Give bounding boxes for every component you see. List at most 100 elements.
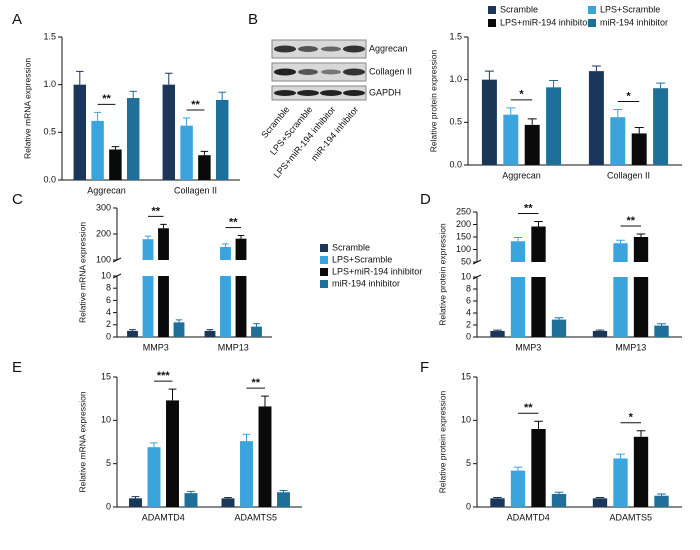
bar — [588, 71, 604, 165]
blot-band — [298, 69, 318, 75]
y-tick-label: 10 — [101, 270, 111, 280]
bar — [503, 114, 519, 165]
y-tick-label: 0 — [106, 331, 111, 341]
blot-band — [298, 46, 318, 52]
y-tick-label: 10 — [101, 415, 111, 425]
significance-label: ** — [191, 99, 200, 111]
legend-label: LPS+Scramble — [332, 254, 392, 264]
bar — [631, 133, 647, 165]
legend-swatch — [320, 268, 328, 276]
error-bar — [218, 91, 226, 100]
error-bar — [279, 490, 288, 493]
y-axis-label: Relative mRNA expression — [77, 222, 87, 323]
error-bar — [242, 433, 251, 442]
bar — [173, 322, 185, 337]
y-axis-label: Relative protein expression — [437, 223, 447, 326]
blot-band — [343, 45, 365, 53]
significance-label: ** — [626, 215, 635, 227]
y-tick-label: 0 — [106, 501, 111, 511]
y-tick-label: 0 — [466, 331, 471, 341]
error-bar — [513, 237, 523, 242]
y-tick-label: 8 — [466, 283, 471, 293]
error-bar — [222, 243, 229, 247]
panel-label: C — [12, 191, 23, 208]
legend-label: Scramble — [500, 4, 538, 14]
error-bar — [513, 466, 523, 471]
y-tick-label: 10 — [461, 271, 471, 281]
error-bar — [527, 118, 537, 125]
y-tick-label: 250 — [456, 206, 471, 216]
error-bar — [657, 323, 666, 326]
band-label: Aggrecan — [369, 43, 408, 53]
y-tick-label: 0.0 — [43, 174, 56, 184]
error-bar — [160, 223, 167, 229]
error-bar — [165, 72, 173, 85]
error-bar — [554, 317, 564, 320]
legend-swatch — [588, 19, 596, 27]
y-tick-label: 5 — [466, 458, 471, 468]
y-tick-label: 2 — [466, 319, 471, 329]
y-axis — [476, 212, 682, 338]
y-tick-label: 0.5 — [449, 117, 462, 127]
significance-label: ** — [524, 202, 533, 214]
x-tick-label: Aggrecan — [502, 170, 541, 180]
bar — [592, 498, 608, 507]
error-bar — [253, 323, 260, 327]
bar — [235, 238, 247, 260]
legend-swatch — [488, 19, 496, 27]
error-bar — [93, 111, 102, 121]
error-bar — [187, 490, 195, 494]
error-bar — [506, 107, 516, 115]
bar — [251, 326, 262, 337]
y-tick-label: 1.0 — [43, 79, 56, 89]
bar — [277, 492, 290, 507]
legend-label: Scramble — [332, 242, 370, 252]
bar — [147, 447, 161, 507]
blot-band — [343, 68, 365, 76]
error-bar — [616, 239, 625, 244]
bar — [162, 84, 176, 180]
significance-label: * — [629, 412, 634, 424]
bar — [653, 88, 669, 165]
error-bar — [206, 329, 214, 331]
blot-band — [343, 90, 365, 96]
y-tick-label: 1.0 — [449, 74, 462, 84]
error-bar — [636, 430, 646, 437]
blot-band — [274, 68, 296, 76]
western-blot: Aggrecan Collagen II GAPDH Scramble LPS+… — [259, 39, 412, 180]
error-bar — [484, 70, 494, 80]
bar — [258, 406, 272, 507]
bar — [633, 237, 649, 262]
y-tick-label: 0.5 — [43, 127, 56, 137]
y-axis — [467, 37, 682, 166]
bar — [510, 470, 526, 507]
bar — [109, 149, 122, 180]
x-tick-label: ADAMTD4 — [507, 512, 550, 522]
legend-label: LPS+Scramble — [600, 4, 660, 14]
band-label: GAPDH — [369, 87, 401, 97]
bar — [510, 241, 526, 262]
error-bar — [634, 126, 644, 134]
error-bar — [595, 329, 605, 331]
error-bar — [549, 80, 559, 88]
error-bar — [493, 329, 502, 331]
y-tick-label: 200 — [456, 219, 471, 229]
y-tick-label: 50 — [461, 256, 471, 266]
legend-label: LPS+miR-194 inhibitor — [500, 17, 590, 27]
bar — [198, 155, 211, 180]
x-tick-label: Collagen II — [607, 170, 650, 180]
bar — [531, 429, 546, 507]
panel-label: D — [420, 191, 431, 208]
significance-label: * — [626, 90, 631, 102]
bar — [220, 276, 231, 337]
x-tick-label: MMP3 — [143, 342, 169, 352]
legend-swatch — [488, 6, 496, 14]
x-tick-label: ADAMTS5 — [609, 512, 652, 522]
y-tick-label: 8 — [106, 283, 111, 293]
y-tick-label: 1.5 — [43, 31, 56, 41]
bar — [524, 124, 540, 165]
bar — [654, 325, 669, 337]
error-bar — [175, 319, 183, 323]
bar — [221, 498, 235, 507]
bar — [633, 277, 649, 337]
